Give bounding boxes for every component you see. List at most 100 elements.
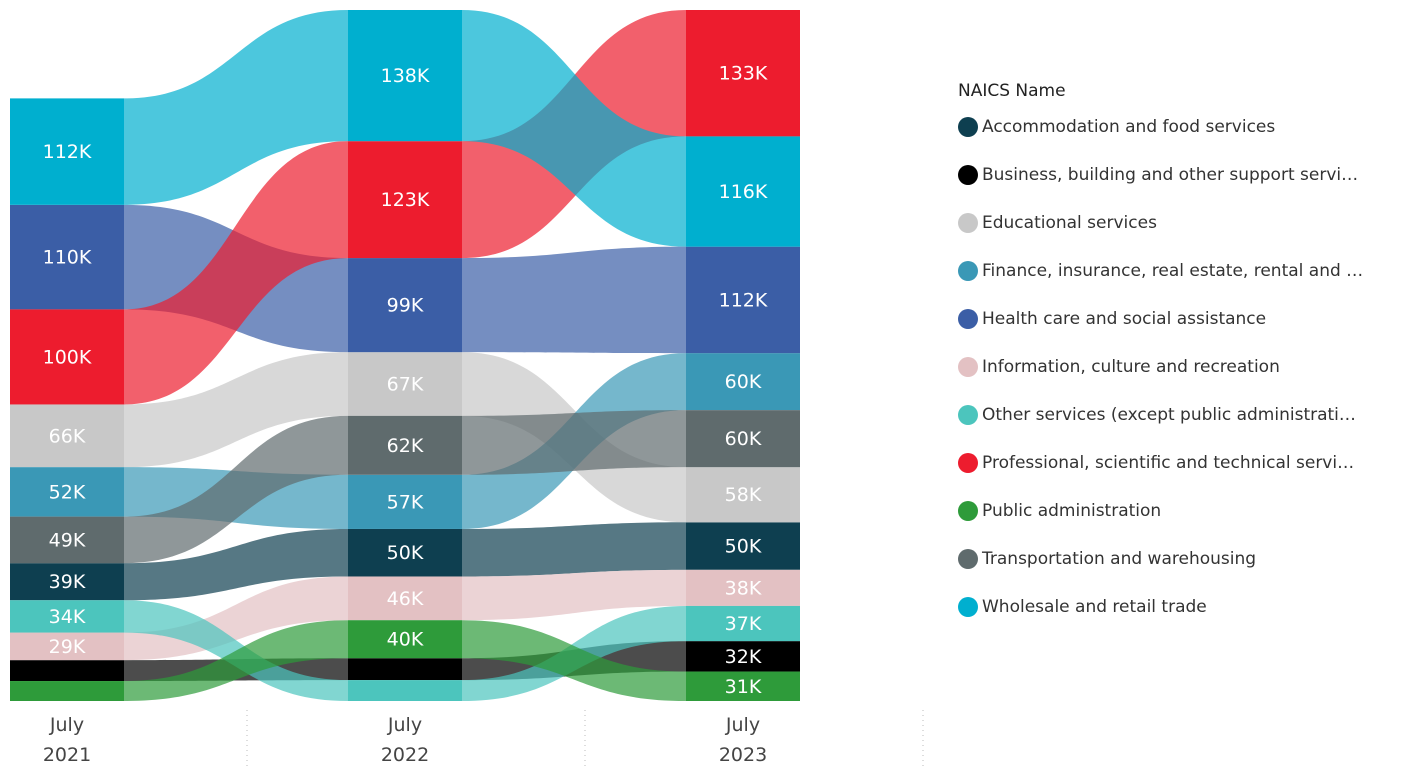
ribbon — [124, 620, 348, 701]
legend-marker — [958, 117, 978, 137]
bar-segment — [10, 600, 124, 633]
bar-segment — [686, 605, 800, 642]
legend-marker — [958, 165, 978, 185]
separators — [246, 710, 924, 770]
bar-segment — [10, 404, 124, 468]
bar-segment — [348, 415, 462, 475]
bar-segment — [10, 309, 124, 405]
bar-segment — [686, 353, 800, 411]
data-label: 116K — [719, 181, 768, 203]
legend-label: Wholesale and retail trade — [982, 597, 1207, 617]
legend-marker — [958, 309, 978, 329]
legend-label: Health care and social assistance — [982, 309, 1266, 329]
legend-label: Business, building and other support ser… — [982, 165, 1358, 185]
data-label: 50K — [725, 536, 762, 558]
legend-marker — [958, 501, 978, 521]
bar-segment — [10, 660, 124, 682]
bar-segment — [10, 632, 124, 661]
data-label: 39K — [49, 571, 86, 593]
data-label: 31K — [725, 676, 762, 698]
legend-marker — [958, 357, 978, 377]
data-label: 50K — [387, 542, 424, 564]
legend-marker — [958, 405, 978, 425]
bar-segment — [348, 10, 462, 142]
data-label: 67K — [387, 374, 424, 396]
bar-segment — [348, 680, 462, 701]
legend-label: Finance, insurance, real estate, rental … — [982, 261, 1363, 281]
ribbon — [462, 569, 686, 621]
bar-segment — [686, 671, 800, 701]
bar-segment — [348, 141, 462, 259]
data-label: 32K — [725, 646, 762, 668]
legend-label: Professional, scientific and technical s… — [982, 453, 1354, 473]
data-label: 100K — [43, 346, 92, 368]
labels: 39K 50K 50K 32K 66K 67K 58K 52K 57K 60K 110K 99K 112… — [43, 63, 768, 698]
legend-marker — [958, 453, 978, 473]
data-label: 49K — [49, 529, 86, 551]
bar-segment — [686, 641, 800, 672]
data-label: 52K — [49, 481, 86, 503]
bar-segment — [10, 467, 124, 517]
bar-segment — [348, 620, 462, 659]
data-label: 60K — [725, 428, 762, 450]
data-label: 138K — [381, 65, 430, 87]
bar-segment — [686, 467, 800, 523]
legend-marker — [958, 213, 978, 233]
bar-segment — [686, 569, 800, 606]
bar-segment — [10, 681, 124, 701]
ribbon — [462, 522, 686, 577]
ribbons — [124, 10, 686, 701]
data-label: 133K — [719, 63, 768, 85]
legend-label: Public administration — [982, 501, 1161, 521]
data-label: 66K — [49, 425, 86, 447]
data-label: 62K — [387, 435, 424, 457]
ribbon — [124, 352, 348, 468]
ribbon — [124, 10, 348, 205]
data-label: 110K — [43, 247, 92, 269]
legend-marker — [958, 597, 978, 617]
legend-label: Accommodation and food services — [982, 117, 1275, 137]
bar-segment — [348, 528, 462, 577]
bars — [10, 10, 800, 701]
bar-segment — [686, 522, 800, 570]
legend-marker — [958, 549, 978, 569]
data-label: 112K — [719, 289, 768, 311]
data-label: 99K — [387, 295, 424, 317]
ribbon — [124, 528, 348, 601]
data-label: 29K — [49, 636, 86, 658]
data-label: 112K — [43, 141, 92, 163]
legend-title: NAICS Name — [958, 81, 1066, 101]
data-label: 40K — [387, 629, 424, 651]
legend-label: Educational services — [982, 213, 1157, 233]
data-label: 60K — [725, 371, 762, 393]
ribbon — [462, 10, 686, 247]
bar-segment — [348, 658, 462, 681]
bar-segment — [10, 516, 124, 564]
data-label: 123K — [381, 189, 430, 211]
data-label: 38K — [725, 577, 762, 599]
data-label: 34K — [49, 606, 86, 628]
bar-segment — [10, 563, 124, 601]
bar-segment — [686, 10, 800, 137]
bar-segment — [348, 352, 462, 416]
bar-segment — [348, 576, 462, 621]
x-tick-label: July 2022 — [380, 714, 430, 766]
data-label: 37K — [725, 613, 762, 635]
bar-segment — [686, 136, 800, 247]
data-label: 46K — [387, 588, 424, 610]
bar-segment — [10, 204, 124, 310]
ribbon — [462, 620, 686, 701]
legend-label: Transportation and warehousing — [981, 549, 1256, 569]
bar-segment — [348, 474, 462, 529]
ribbon — [124, 141, 348, 405]
bar-segment — [348, 258, 462, 353]
data-label: 57K — [387, 491, 424, 513]
legend-marker — [958, 261, 978, 281]
x-tick-label: July 2023 — [718, 714, 768, 766]
bar-segment — [686, 410, 800, 468]
x-tick-label: July 2021 — [42, 714, 92, 766]
ribbon — [462, 246, 686, 354]
ribbon — [462, 410, 686, 475]
